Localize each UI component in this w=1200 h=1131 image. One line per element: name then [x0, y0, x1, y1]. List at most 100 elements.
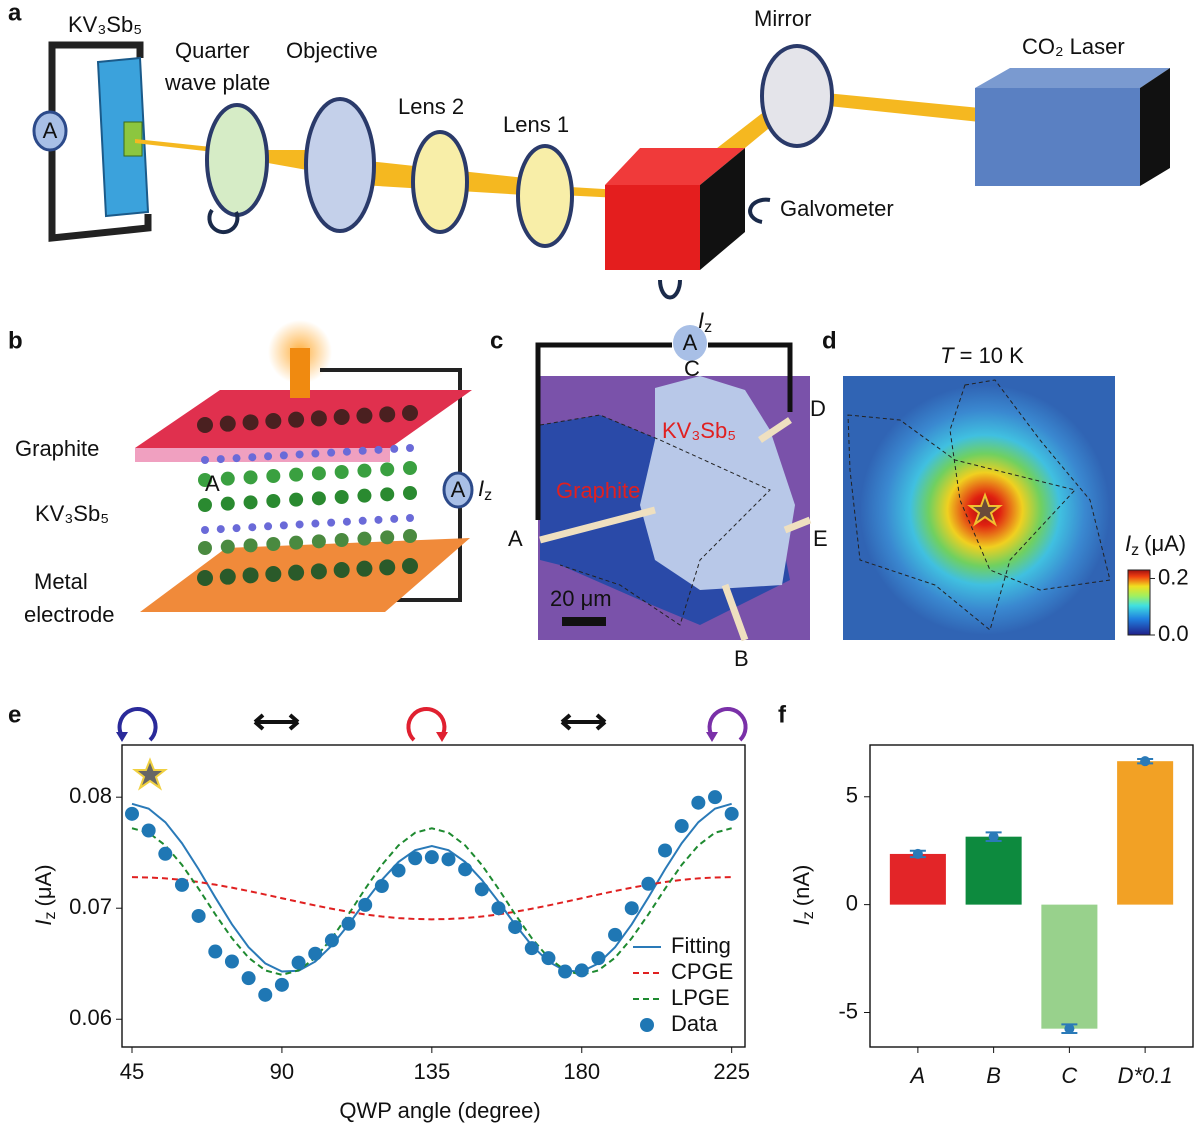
- atom: [358, 446, 367, 455]
- atom: [342, 517, 351, 526]
- atom: [403, 461, 417, 475]
- polarization-icon: [436, 732, 448, 742]
- rotation-arrow: [207, 208, 240, 235]
- current-symbol: I: [698, 308, 704, 333]
- data-point: [241, 971, 256, 986]
- title-text: = 10 K: [960, 343, 1025, 368]
- panel-label: d: [822, 327, 837, 354]
- sample-label: KV₃Sb₅: [35, 501, 109, 526]
- atom: [380, 487, 395, 502]
- current-label: Iz: [698, 308, 712, 336]
- atom: [403, 486, 417, 500]
- data-point: [324, 933, 339, 948]
- colorbar-symbol: I: [1125, 531, 1131, 556]
- data-point: [724, 806, 739, 821]
- atom: [380, 530, 395, 545]
- lens-label: Lens 2: [398, 94, 464, 119]
- x-tick-label: D*0.1: [1118, 1063, 1173, 1088]
- atom: [216, 455, 225, 464]
- series-line: [131, 802, 732, 973]
- data-point: [408, 851, 423, 866]
- atom: [374, 515, 383, 524]
- data-point: [624, 901, 639, 916]
- laser-side: [1140, 68, 1170, 186]
- panel-d: d T = 10 K Iz (μA) 0.2 0.0: [822, 327, 1189, 645]
- x-tick-label: 90: [270, 1059, 294, 1084]
- atom: [265, 413, 282, 429]
- contact-label: E: [813, 526, 828, 551]
- sample-flake: [640, 376, 795, 590]
- current-label: Iz: [478, 476, 492, 504]
- panel-a: a A KV₃Sb₅ Quarter wave plate Objective …: [8, 0, 1170, 300]
- graphite-edge: [135, 448, 390, 462]
- panel-label: c: [490, 327, 503, 354]
- beam: [795, 90, 980, 122]
- atom: [266, 537, 281, 551]
- legend-label: Data: [671, 1011, 718, 1036]
- y-tick-label: 0.07: [69, 894, 112, 919]
- atom: [334, 465, 349, 479]
- current-symbol: I: [478, 476, 484, 501]
- x-axis-label: QWP angle (degree): [339, 1098, 540, 1123]
- y-label-unit: (nA): [789, 865, 814, 907]
- panel-label: f: [778, 701, 787, 728]
- outline: [949, 379, 1111, 591]
- y-tick-label: 0.08: [69, 783, 112, 808]
- atom: [266, 469, 281, 483]
- data-point: [1140, 756, 1151, 767]
- lens-label: Lens 1: [503, 112, 569, 137]
- colorbar-subscript: z: [1131, 542, 1139, 559]
- panel-label: b: [8, 327, 23, 354]
- legend-label: Fitting: [671, 933, 731, 958]
- y-tick-label: 0: [846, 890, 858, 915]
- bar: [1041, 904, 1098, 1029]
- galvo-front: [605, 185, 700, 270]
- flake-label: KV₃Sb₅: [662, 418, 736, 443]
- atom: [295, 520, 304, 529]
- data-point: [358, 897, 373, 912]
- atom: [390, 444, 399, 453]
- lens: [516, 144, 574, 248]
- x-tick-label: B: [986, 1063, 1001, 1088]
- atom: [197, 570, 213, 586]
- data-point: [558, 964, 573, 979]
- data-point: [258, 987, 273, 1002]
- bar: [889, 853, 946, 905]
- data-point: [341, 916, 356, 931]
- y-label-symbol: I: [31, 919, 56, 925]
- contact-label: D: [810, 396, 826, 421]
- current-subscript: z: [704, 319, 712, 336]
- panel-label: a: [8, 0, 22, 26]
- data-point: [158, 846, 173, 861]
- metal-electrode: [140, 538, 470, 612]
- data-point: [491, 901, 506, 916]
- panel-b: b A Iz Graphite KV₃Sb₅ Metal electrode A: [8, 320, 492, 627]
- atom: [358, 516, 367, 525]
- atom: [232, 454, 241, 463]
- atom: [289, 467, 304, 482]
- atom: [243, 538, 258, 553]
- mirror-label: Mirror: [754, 6, 811, 31]
- atom: [232, 524, 241, 533]
- atom: [279, 521, 288, 530]
- atom: [380, 462, 395, 477]
- data-point: [1064, 1023, 1075, 1034]
- atom: [279, 451, 288, 460]
- laser-label: CO₂ Laser: [1022, 34, 1125, 59]
- data-point: [191, 908, 206, 923]
- ammeter-label: A: [451, 477, 466, 502]
- polarization-icon: [117, 706, 158, 742]
- atom: [265, 566, 282, 582]
- legend-label: CPGE: [671, 959, 733, 984]
- atom: [198, 473, 212, 487]
- legend-marker: [640, 1018, 654, 1032]
- atom: [357, 463, 372, 478]
- atom: [198, 541, 212, 555]
- atom: [266, 494, 281, 508]
- atom: [357, 488, 372, 503]
- atom: [219, 568, 236, 585]
- atom: [311, 534, 326, 549]
- outline: [847, 414, 1076, 631]
- data-point: [124, 806, 139, 821]
